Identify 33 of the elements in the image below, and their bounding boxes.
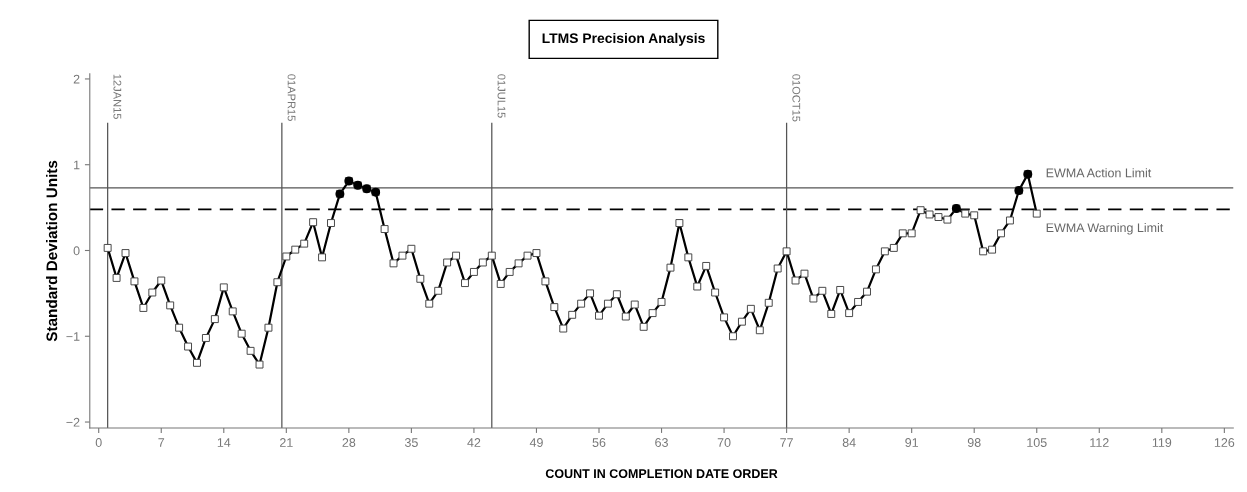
chart-title: LTMS Precision Analysis xyxy=(542,32,705,46)
x-tick-label: 7 xyxy=(158,438,165,447)
x-tick-label: 119 xyxy=(1152,438,1172,447)
y-tick-label: −1 xyxy=(66,332,80,341)
y-axis-title: Standard Deviation Units xyxy=(46,160,58,342)
x-tick-label: 91 xyxy=(905,438,919,447)
ref-line-label: EWMA Action Limit xyxy=(1046,168,1152,178)
x-tick-label: 70 xyxy=(717,438,731,447)
x-tick-label: 21 xyxy=(280,438,293,447)
x-tick-label: 98 xyxy=(967,438,981,447)
x-tick-label: 14 xyxy=(217,438,231,447)
x-tick-label: 56 xyxy=(592,438,606,447)
x-tick-label: 77 xyxy=(780,438,793,447)
ref-line-label: 01APR15 xyxy=(287,74,296,121)
x-axis-title: COUNT IN COMPLETION DATE ORDER xyxy=(545,469,778,479)
y-tick-label: 0 xyxy=(73,246,80,256)
x-tick-label: 112 xyxy=(1090,438,1109,447)
x-tick-label: 0 xyxy=(95,438,102,447)
x-tick-label: 126 xyxy=(1214,438,1235,447)
ref-line-label: 12JAN15 xyxy=(113,74,122,120)
y-tick-label: 2 xyxy=(73,74,80,84)
x-tick-label: 84 xyxy=(842,438,856,447)
y-tick-label: 1 xyxy=(74,160,80,170)
ref-line-label: EWMA Warning Limit xyxy=(1046,222,1164,235)
x-tick-label: 28 xyxy=(342,438,356,447)
x-tick-label: 105 xyxy=(1027,438,1047,447)
ref-line-label: 01JUL15 xyxy=(497,74,506,118)
x-tick-label: 49 xyxy=(529,438,543,447)
x-tick-label: 63 xyxy=(655,438,668,447)
ref-line-label: 01OCT15 xyxy=(792,74,801,122)
y-tick-label: −2 xyxy=(66,417,80,427)
x-tick-label: 35 xyxy=(404,438,418,447)
x-tick-label: 42 xyxy=(467,438,481,447)
